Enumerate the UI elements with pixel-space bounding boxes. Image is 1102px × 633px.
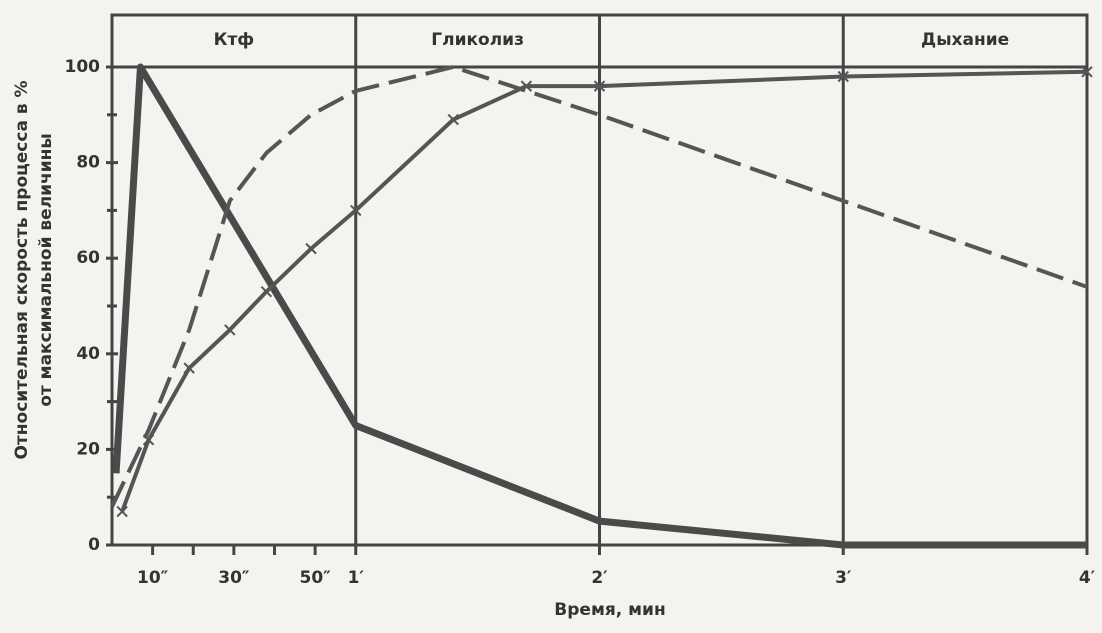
y-axis-label: Относительная скорость процесса в % xyxy=(12,80,32,459)
cross-marker xyxy=(447,113,459,126)
series-line xyxy=(120,69,1088,513)
y-axis-label: от максимальной величины xyxy=(36,133,56,407)
y-tick-label: 60 xyxy=(76,248,100,268)
y-tick-label: 100 xyxy=(65,57,101,77)
cross-marker xyxy=(1081,66,1093,78)
cross-marker xyxy=(142,434,155,446)
y-tick-label: 0 xyxy=(88,535,100,555)
cross-marker xyxy=(183,362,195,374)
cross-marker xyxy=(837,70,849,83)
series-line xyxy=(110,65,1088,508)
y-tick-label: 80 xyxy=(76,153,100,173)
x-tick-label: 50″ xyxy=(299,568,331,588)
cross-marker xyxy=(224,324,236,336)
x-tick-label: 1′ xyxy=(348,568,365,588)
x-tick-label: 4′ xyxy=(1079,568,1096,588)
series-line xyxy=(112,63,1087,549)
x-tick-label: 3′ xyxy=(835,568,852,588)
x-tick-label: 2′ xyxy=(591,568,608,588)
cross-marker xyxy=(305,242,317,255)
y-tick-label: 40 xyxy=(76,344,100,364)
y-tick-label: 20 xyxy=(76,439,100,459)
cross-marker xyxy=(116,505,128,518)
phase-label: Ктф xyxy=(214,30,255,50)
cross-marker xyxy=(260,285,273,298)
cross-marker xyxy=(593,80,606,92)
x-tick-label: 10″ xyxy=(137,568,169,588)
cross-marker xyxy=(350,204,362,217)
phase-label: Дыхание xyxy=(921,30,1009,50)
phase-label: Гликолиз xyxy=(431,30,524,50)
x-tick-label: 30″ xyxy=(218,568,250,588)
x-axis-label: Время, мин xyxy=(554,600,665,620)
cross-marker xyxy=(520,80,533,92)
